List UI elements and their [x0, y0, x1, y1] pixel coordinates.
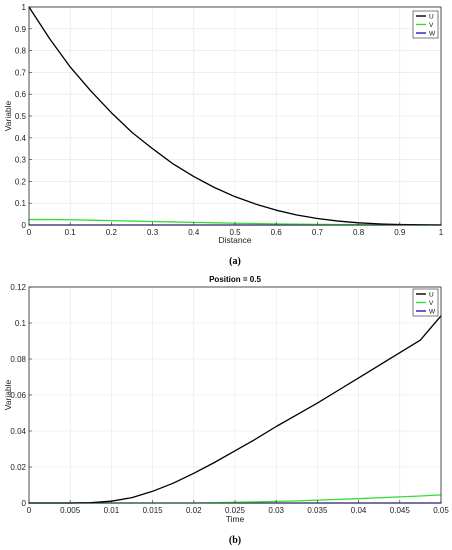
x-tick-label-b-6: 0.03 [268, 506, 284, 515]
y-tick-label-a-9: 0.9 [15, 25, 27, 34]
chart-title-b: Position = 0.5 [209, 275, 261, 284]
series-line-u-b [28, 315, 442, 504]
x-tick-label-a-8: 0.8 [353, 228, 365, 237]
y-tick-label-a-10: 1 [22, 3, 27, 12]
x-tick-label-a-6: 0.6 [271, 228, 283, 237]
legend-label-u-a: U [429, 14, 434, 21]
y-tick-label-a-3: 0.3 [15, 156, 27, 165]
y-tick-label-a-1: 0.1 [15, 199, 27, 208]
y-tick-label-a-8: 0.8 [15, 47, 27, 56]
x-tick-label-a-5: 0.5 [229, 228, 241, 237]
x-axis-label-b: Time [226, 514, 245, 524]
x-axis-label-a: Distance [218, 235, 251, 245]
y-tick-label-b-6: 0.12 [10, 283, 26, 292]
y-tick-label-b-5: 0.1 [15, 319, 27, 328]
x-tick-label-b-9: 0.045 [390, 506, 411, 515]
y-tick-label-a-6: 0.6 [15, 90, 27, 99]
caption-b: (b) [229, 535, 241, 546]
legend-label-w-b: W [429, 309, 436, 316]
legend-b: U V W [412, 288, 439, 317]
x-tick-label-a-3: 0.3 [147, 228, 159, 237]
x-tick-label-b-8: 0.04 [351, 506, 367, 515]
y-tick-label-a-4: 0.4 [15, 134, 27, 143]
x-tick-label-a-0: 0 [27, 228, 32, 237]
y-tick-label-b-0: 0 [22, 499, 27, 508]
y-tick-label-a-7: 0.7 [15, 68, 27, 77]
y-axis-label-a: Variable [3, 100, 13, 131]
y-tick-label-b-2: 0.04 [10, 427, 26, 436]
chart-panel-b: Position = 0.5 0 0.005 0.01 0.015 0.02 0.025 0… [3, 275, 449, 546]
y-axis-label-b: Variable [3, 379, 13, 410]
series-line-u-a [28, 6, 442, 226]
chart-panel-a: 0 0.1 0.2 0.3 0.4 0.5 0.6 0.7 0.8 0.9 1 0 0.1 0.2 0.3… [3, 3, 444, 267]
y-tick-labels-b: 0 0.02 0.04 0.06 0.08 0.1 0.12 [10, 283, 26, 508]
x-tick-label-a-7: 0.7 [312, 228, 324, 237]
x-tick-label-a-9: 0.9 [394, 228, 406, 237]
legend-label-w-a: W [429, 31, 436, 38]
x-tick-label-b-4: 0.02 [186, 506, 202, 515]
y-tick-label-a-5: 0.5 [15, 112, 27, 121]
x-tick-label-b-7: 0.035 [307, 506, 328, 515]
x-tick-labels-b: 0 0.005 0.01 0.015 0.02 0.025 0.03 0.035 0.04 0.0… [27, 506, 450, 515]
y-tick-label-b-1: 0.02 [10, 463, 26, 472]
x-tick-label-a-4: 0.4 [188, 228, 200, 237]
x-tick-label-b-0: 0 [27, 506, 32, 515]
ticks-a [28, 6, 442, 226]
x-tick-label-a-1: 0.1 [65, 228, 77, 237]
x-tick-label-a-10: 1 [439, 228, 444, 237]
x-tick-label-b-2: 0.01 [104, 506, 120, 515]
y-tick-label-a-2: 0.2 [15, 177, 27, 186]
caption-a: (a) [229, 256, 241, 267]
x-tick-label-b-10: 0.05 [433, 506, 449, 515]
x-tick-label-b-1: 0.005 [60, 506, 81, 515]
ticks-b [28, 286, 442, 504]
legend-label-v-b: V [429, 300, 434, 307]
x-tick-label-b-5: 0.025 [225, 506, 246, 515]
legend-label-v-a: V [429, 22, 434, 29]
x-tick-label-a-2: 0.2 [106, 228, 118, 237]
y-tick-label-b-4: 0.08 [10, 355, 26, 364]
legend-label-u-b: U [429, 292, 434, 299]
x-tick-labels-a: 0 0.1 0.2 0.3 0.4 0.5 0.6 0.7 0.8 0.9 1 [27, 228, 444, 237]
y-tick-label-b-3: 0.06 [10, 391, 26, 400]
y-tick-labels-a: 0 0.1 0.2 0.3 0.4 0.5 0.6 0.7 0.8 0.9 1 [15, 3, 27, 230]
x-tick-label-b-3: 0.015 [143, 506, 164, 515]
y-tick-label-a-0: 0 [22, 221, 27, 230]
legend-a: U V W [412, 10, 439, 39]
